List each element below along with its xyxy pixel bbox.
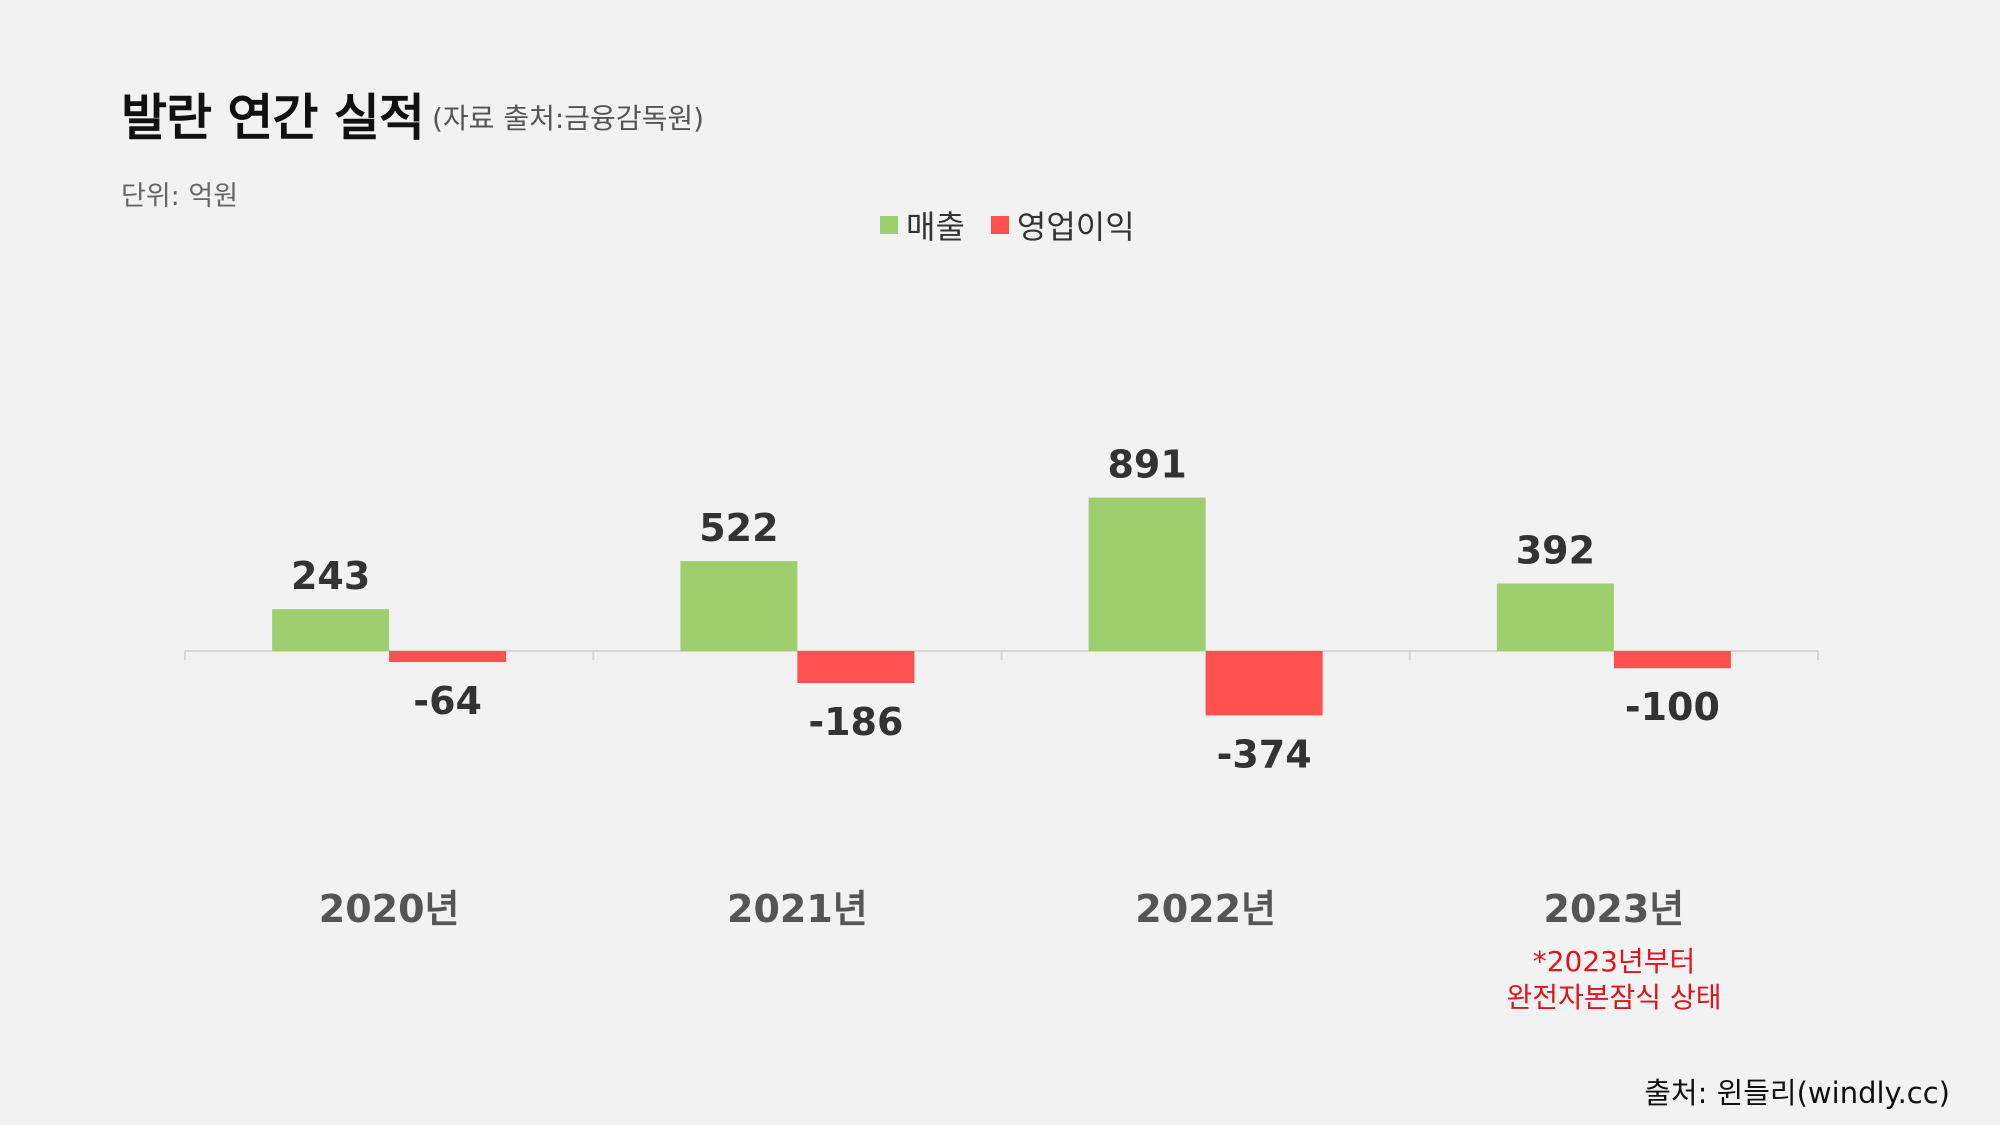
legend-swatch-operating-profit <box>990 216 1009 234</box>
legend: 매출 영업이익 <box>880 202 1135 248</box>
legend-label-revenue: 매출 <box>906 208 965 246</box>
x-tick-label: 2023년 <box>1544 887 1685 931</box>
legend-label-operating-profit: 영업이익 <box>1016 208 1135 246</box>
bar-revenue-2 <box>1088 497 1206 651</box>
data-label-operating-profit-2: -374 <box>1217 732 1312 776</box>
footnote-line-2: 완전자본잠식 상태 <box>1506 981 1722 1014</box>
data-label-revenue-2: 891 <box>1107 443 1186 487</box>
x-tick-label: 2020년 <box>319 887 460 931</box>
data-label-revenue-0: 243 <box>291 554 370 598</box>
bar-revenue-0 <box>272 609 390 651</box>
footnote-line-1: *2023년부터 <box>1532 945 1696 978</box>
source-credit: 출처: 윈들리(windly.cc) <box>1644 1076 1950 1110</box>
bar-operating-profit-1 <box>797 651 915 684</box>
bar-chart: 243 -64 2020년 522 -186 2021년 891 -374 2022년 392 -1… <box>184 443 1819 931</box>
x-tick-label: 2021년 <box>727 887 868 931</box>
bar-revenue-1 <box>680 561 798 651</box>
data-label-revenue-3: 392 <box>1516 528 1595 572</box>
bar-operating-profit-0 <box>389 651 507 663</box>
unit-label: 단위: 억원 <box>121 181 239 212</box>
bar-operating-profit-3 <box>1613 651 1731 669</box>
legend-item-revenue: 매출 <box>880 202 965 248</box>
chart-title: 발란 연간 실적 <box>121 89 425 147</box>
footnote: *2023년부터 완전자본잠식 상태 <box>1484 944 1744 1016</box>
data-label-operating-profit-3: -100 <box>1625 685 1720 729</box>
x-tick-label: 2022년 <box>1135 887 1276 931</box>
chart-subtitle: (자료 출처:금융감독원) <box>432 102 705 135</box>
data-label-revenue-1: 522 <box>699 506 778 550</box>
legend-item-operating-profit: 영업이익 <box>990 202 1135 248</box>
data-label-operating-profit-0: -64 <box>413 679 482 723</box>
legend-swatch-revenue <box>880 216 898 234</box>
data-label-operating-profit-1: -186 <box>808 700 903 744</box>
bar-operating-profit-2 <box>1205 651 1323 716</box>
bar-revenue-3 <box>1496 583 1614 651</box>
